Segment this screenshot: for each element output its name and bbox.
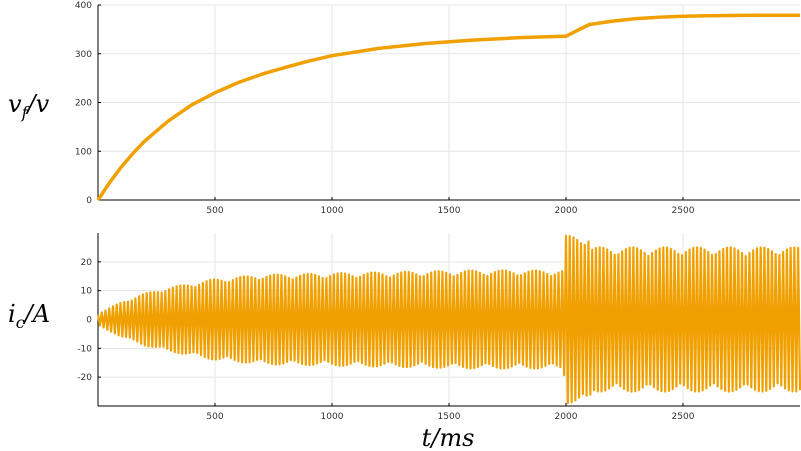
top-ylabel-main: v <box>8 90 22 118</box>
top-ytick-label-400: 400 <box>75 1 92 11</box>
bottom-xtick-label-500: 500 <box>206 412 223 422</box>
bottom-ytick-label-10: 10 <box>81 287 93 297</box>
top-series-line <box>96 13 800 201</box>
top-xtick-label-2000: 2000 <box>555 206 578 216</box>
top-ytick-label-0: 0 <box>86 196 92 206</box>
voltage-chart: 500 1000 1500 2000 2500 0 100 200 300 400 <box>75 1 800 216</box>
bottom-ylabel-main: i <box>8 300 16 328</box>
top-ylabel: vf/v <box>8 90 50 122</box>
bottom-xtick-label-1000: 1000 <box>321 412 344 422</box>
bottom-ytick-label--10: -10 <box>77 344 92 354</box>
bottom-ytick-label-20: 20 <box>81 258 93 268</box>
bottom-ylabel-tail: /A <box>23 300 50 328</box>
top-ytick-label-200: 200 <box>75 99 92 109</box>
bottom-ytick-label--20: -20 <box>77 373 92 383</box>
bottom-ylabel: ic/A <box>8 300 50 332</box>
top-ylabel-sub: f <box>21 103 31 122</box>
top-xtick-label-2500: 2500 <box>672 206 695 216</box>
bottom-xtick-label-1500: 1500 <box>438 412 461 422</box>
bottom-xtick-label-2000: 2000 <box>555 412 578 422</box>
current-chart: 500 1000 1500 2000 2500 -20 -10 0 10 20 <box>77 233 801 422</box>
x-axis-label: t/ms <box>422 424 475 451</box>
top-ytick-label-300: 300 <box>75 50 92 60</box>
bottom-ytick-label-0: 0 <box>86 316 92 326</box>
top-xtick-label-1000: 1000 <box>321 206 344 216</box>
top-xtick-label-1500: 1500 <box>438 206 461 216</box>
bottom-ylabel-sub: c <box>16 313 25 332</box>
bottom-xtick-label-2500: 2500 <box>672 412 695 422</box>
bottom-series-line <box>96 234 801 405</box>
top-ylabel-tail: /v <box>25 90 49 118</box>
top-xtick-label-500: 500 <box>206 206 223 216</box>
top-ytick-label-100: 100 <box>75 147 92 157</box>
